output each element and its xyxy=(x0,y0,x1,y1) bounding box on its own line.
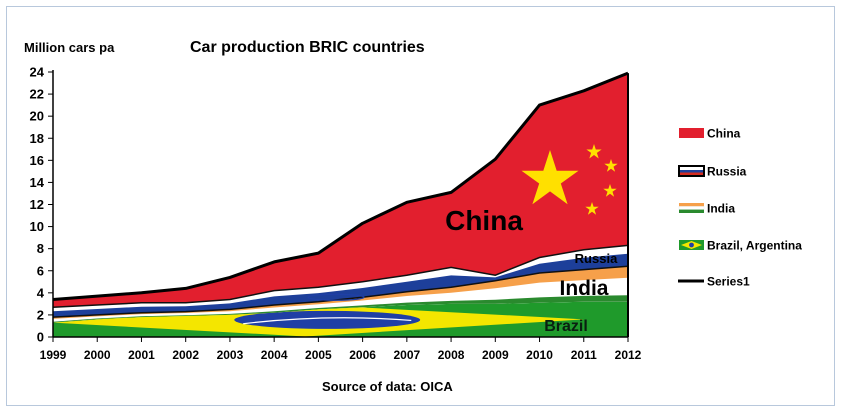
flag-decorations xyxy=(53,128,687,337)
y-tick-label: 10 xyxy=(30,219,44,234)
legend-swatch-russia-blue xyxy=(680,170,703,173)
chart-title: Car production BRIC countries xyxy=(190,39,425,56)
series1-line xyxy=(52,71,629,301)
y-tick-label: 8 xyxy=(37,241,44,256)
legend-swatch-russia-white xyxy=(680,167,703,170)
china-small-star-icon xyxy=(603,184,617,197)
y-axis-label: Million cars pa xyxy=(24,40,115,55)
area-labels: China Russia India Brazil xyxy=(445,205,618,335)
x-tick-label: 2004 xyxy=(261,348,288,362)
china-area xyxy=(53,73,628,308)
legend-swatch-india-saffron xyxy=(679,203,704,207)
x-axis-label: Source of data: OICA xyxy=(322,379,453,394)
brazil-flag-decoration xyxy=(53,304,584,337)
india-chakra-decoration xyxy=(307,293,365,301)
x-tick-label: 2009 xyxy=(482,348,509,362)
y-tick-label: 16 xyxy=(30,153,44,168)
china-area-label: China xyxy=(445,205,523,236)
legend-swatch-china xyxy=(679,128,704,138)
stacked-areas xyxy=(52,71,629,337)
legend-label: Series1 xyxy=(707,275,750,289)
india-area-label: India xyxy=(559,277,608,300)
x-tick-label: 2008 xyxy=(438,348,465,362)
legend-label: China xyxy=(707,127,741,141)
y-tick-label: 14 xyxy=(30,175,45,190)
x-tick-label: 2006 xyxy=(349,348,376,362)
y-tick-label: 0 xyxy=(37,330,44,345)
india-top-edge xyxy=(52,265,629,318)
x-tick-label: 2007 xyxy=(393,348,420,362)
y-tick-label: 6 xyxy=(37,263,44,278)
brazil-area-label: Brazil xyxy=(544,318,588,335)
x-tick-label: 2003 xyxy=(217,348,244,362)
legend-item: Series1 xyxy=(678,275,750,289)
legend-item: India xyxy=(678,202,735,216)
y-tick-label: 22 xyxy=(30,87,44,102)
y-tick-label: 24 xyxy=(30,65,45,80)
china-small-star-icon xyxy=(586,144,602,159)
x-tick-label: 2012 xyxy=(615,348,642,362)
legend-swatch-india-green xyxy=(679,209,704,213)
legend-brazil-globe xyxy=(689,242,694,248)
x-tick-label: 2002 xyxy=(172,348,199,362)
legend-item: Brazil, Argentina xyxy=(679,239,802,253)
legend-label: Brazil, Argentina xyxy=(707,239,802,253)
y-tick-label: 2 xyxy=(37,307,44,322)
legend-swatch-russia-red xyxy=(680,172,703,175)
india-area-green-stripe xyxy=(53,295,628,323)
x-tick-label: 1999 xyxy=(40,348,67,362)
legend: China Russia India Brazil, Argentina Series1 xyxy=(678,127,802,289)
legend-label: India xyxy=(707,202,735,216)
legend-item: China xyxy=(679,127,741,141)
china-big-star-icon xyxy=(521,150,579,205)
y-tick-label: 4 xyxy=(37,285,45,300)
russia-area-label: Russia xyxy=(575,251,618,266)
x-tick-label: 2011 xyxy=(571,348,597,362)
y-tick-label: 20 xyxy=(30,109,44,124)
y-tick-label: 18 xyxy=(30,131,44,146)
india-area-saffron-stripe xyxy=(53,266,628,319)
china-small-star-icon xyxy=(585,202,599,215)
brazil-flag-globe xyxy=(234,310,421,329)
russia-top-edge xyxy=(52,244,629,308)
brazil-flag-band xyxy=(243,317,412,325)
legend-label: Russia xyxy=(707,165,747,179)
y-tick-label: 12 xyxy=(30,197,44,212)
x-tick-label: 2010 xyxy=(526,348,553,362)
x-tick-label: 2005 xyxy=(305,348,332,362)
legend-item: Russia xyxy=(678,165,747,179)
legend-swatch-india-white xyxy=(678,206,705,210)
x-tick-label: 2001 xyxy=(128,348,155,362)
china-small-star-icon xyxy=(604,159,618,172)
x-tick-label: 2000 xyxy=(84,348,111,362)
